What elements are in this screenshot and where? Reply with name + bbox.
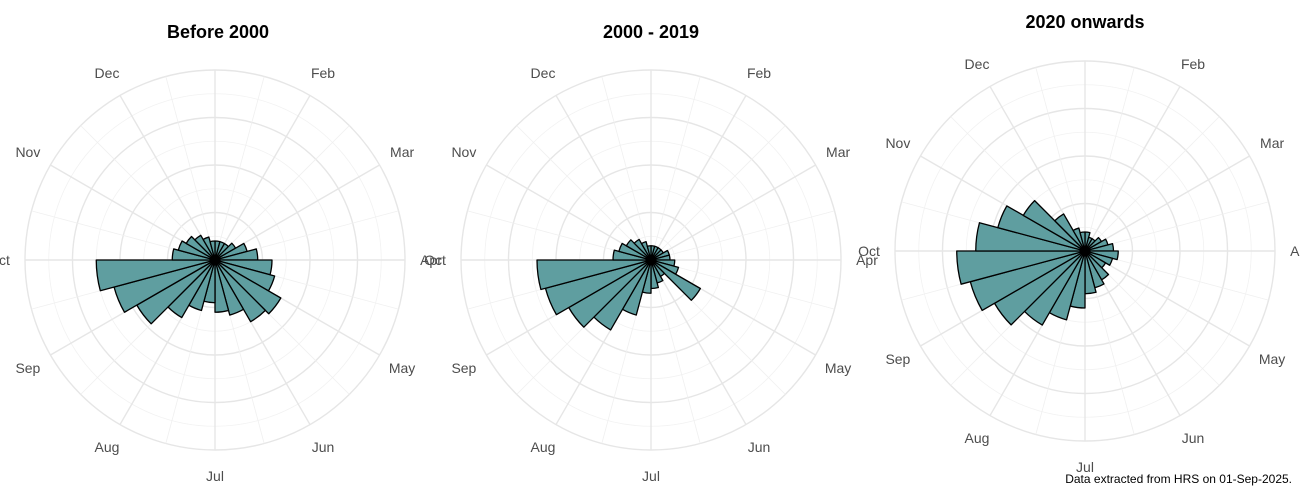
month-label: Apr [420,252,442,268]
polar-bar [95,259,216,292]
month-label: Nov [15,144,40,160]
panel-title: 2020 onwards [1025,12,1144,32]
month-label: Jul [206,468,224,484]
polar-bar [633,238,652,261]
month-label: Feb [1181,56,1205,72]
month-label: Jun [1182,430,1205,446]
grid-spoke-minor [1035,67,1086,252]
polar-bar [209,240,216,261]
grid-spoke [1084,155,1250,252]
month-label: Dec [95,65,120,81]
month-label: Aug [965,430,990,446]
polar-bar [1022,199,1086,252]
grid-spoke-minor [1084,67,1135,252]
month-label: Mar [390,144,414,160]
grid-spoke-minor [650,210,835,261]
month-label: Dec [531,65,556,81]
month-label: Nov [451,144,476,160]
month-label: May [825,360,851,376]
grid-spoke-minor [214,125,350,261]
polar-bar [185,235,216,261]
polar-bar [650,259,702,301]
polar-bar [536,259,652,291]
month-label: Jun [312,439,335,455]
polar-bar [646,245,652,261]
month-label: Apr [1290,243,1300,259]
grid-spoke-minor [1084,116,1220,252]
panel-2020-onwards: Feb Mar Apr May Jun Jul Aug Sep Oct Nov Dec 2020 on… [858,12,1300,475]
month-label: Mar [1260,135,1284,151]
month-label: Nov [885,135,910,151]
polar-bar [194,234,216,261]
polar-bar [214,259,230,313]
month-label: Aug [95,439,120,455]
data-source-caption: Data extracted from HRS on 01-Sep-2025. [1065,472,1292,486]
month-label: Oct [0,252,10,268]
grid-spoke [1084,250,1250,347]
polar-bar [202,236,216,261]
grid-spoke [555,95,652,261]
month-label: Sep [15,360,40,376]
month-label: May [1259,351,1285,367]
polar-bar [214,259,245,316]
month-label: Sep [885,351,910,367]
month-label: Dec [965,56,990,72]
grid-spoke [650,259,747,425]
grid-spoke-minor [516,125,652,261]
polar-bar [997,205,1086,252]
polar-bar [1054,213,1086,252]
polar-bar [1072,227,1086,252]
month-label: Mar [826,144,850,160]
grid-spoke-minor [650,125,786,261]
polar-bar [956,250,1086,285]
polar-bar [214,259,267,323]
grid-spoke-minor [650,76,701,261]
month-label: May [389,360,415,376]
month-label: Aug [531,439,556,455]
grid-spoke [1084,86,1181,252]
grid-spoke [214,95,311,261]
grid-spoke-minor [214,76,265,261]
month-label: Feb [747,65,771,81]
month-label: Sep [451,360,476,376]
panel-2000-2019: Feb Mar Apr May Jun Jul Aug Sep Oct Nov Dec 2000 - … [424,22,878,484]
grid-spoke [650,164,816,261]
polar-bar [640,241,652,261]
month-label: Jul [1076,459,1094,475]
grid-spoke-minor [165,76,216,261]
grid-spoke [650,95,747,261]
month-label: Oct [858,243,880,259]
month-label: Oct [424,252,446,268]
panel-before-2000: Feb Mar Apr May Jun Jul Aug Sep Oct Nov Dec Before … [0,22,442,484]
grid-spoke [119,95,216,261]
panel-title: Before 2000 [167,22,269,42]
grid-spoke-minor [1084,201,1269,252]
month-label: Jul [642,468,660,484]
panel-title: 2000 - 2019 [603,22,699,42]
month-label: Jun [748,439,771,455]
month-label: Feb [311,65,335,81]
grid-spoke-minor [601,76,652,261]
grid-spoke-minor [650,259,701,444]
polar-bar [625,239,652,261]
polar-bar [214,259,282,315]
grid-spoke-minor [650,259,835,310]
month-label: Apr [856,252,878,268]
polar-bar [1079,231,1086,252]
